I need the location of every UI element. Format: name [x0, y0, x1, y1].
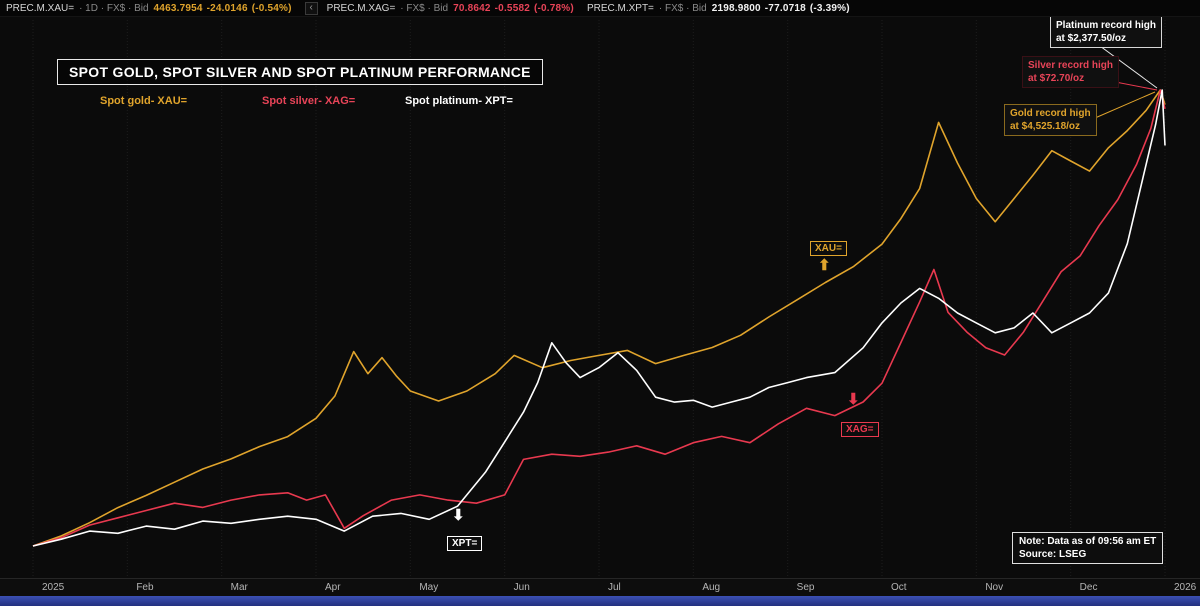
- x-axis-label: Dec: [1079, 582, 1098, 593]
- x-axis-label: May: [419, 582, 439, 593]
- timeline-scrollbar[interactable]: [0, 596, 1200, 606]
- x-axis-label: Nov: [985, 582, 1004, 593]
- series-line-xpt: [32, 89, 1166, 547]
- gold-record-line2: at $4,525.18/oz: [1010, 121, 1081, 132]
- quote-xpt[interactable]: PREC.M.XPT= · FX$ · Bid 2198.9800 -77.071…: [587, 3, 854, 14]
- xpt-series-tag: XPT=: [447, 536, 483, 551]
- xau-up-arrow-icon: ⬆: [818, 257, 831, 274]
- quote-xpt-instrument: PREC.M.XPT=: [586, 2, 654, 14]
- quote-xag-meta: · FX$ · Bid: [400, 2, 449, 14]
- quote-xag-pct: (-0.78%): [533, 2, 574, 14]
- quote-xau-change: -24.0146: [206, 2, 248, 14]
- x-axis-label: Oct: [891, 582, 907, 593]
- xag-series-tag: XAG=: [841, 422, 879, 437]
- legend-item-gold: Spot gold- XAU=: [100, 95, 188, 107]
- legend-item-platinum: Spot platinum- XPT=: [405, 95, 513, 107]
- x-axis-label: Sep: [796, 582, 815, 593]
- series-lines: [32, 89, 1166, 547]
- note-line1: Note: Data as of 09:56 am ET: [1019, 536, 1157, 547]
- x-axis-label: 2025: [42, 582, 65, 593]
- quote-xag-values: 70.8642 -0.5582 (-0.78%): [453, 3, 578, 14]
- x-axis-label: Jun: [513, 582, 530, 593]
- xau-series-tag: XAU=: [810, 241, 847, 256]
- x-axis-label: Feb: [136, 582, 154, 593]
- quote-xag-instrument: PREC.M.XAG=: [326, 2, 396, 14]
- x-axis-label: 2026: [1174, 582, 1197, 593]
- quote-xpt-meta: · FX$ · Bid: [658, 2, 707, 14]
- quote-xpt-values: 2198.9800 -77.0718 (-3.39%): [712, 3, 854, 14]
- quote-xpt-change: -77.0718: [764, 2, 806, 14]
- platinum-record-annotation: Platinum record high at $2,377.50/oz: [1050, 16, 1163, 48]
- quote-xau-pct: (-0.54%): [251, 2, 292, 14]
- x-axis-strip: [0, 578, 1200, 596]
- quote-xpt-price: 2198.9800: [711, 2, 761, 14]
- x-axis-label: Mar: [230, 582, 248, 593]
- gold-record-annotation: Gold record high at $4,525.18/oz: [1004, 104, 1097, 136]
- x-axis-label: Jul: [608, 582, 621, 593]
- note-line2: Source: LSEG: [1019, 549, 1087, 560]
- quote-xag-price: 70.8642: [453, 2, 491, 14]
- series-line-xag: [32, 89, 1166, 547]
- quote-xau[interactable]: PREC.M.XAU= · 1D · FX$ · Bid 4463.7954 -2…: [6, 3, 296, 14]
- legend-item-silver: Spot silver- XAG=: [262, 95, 356, 107]
- xpt-down-arrow-icon: ⬇: [452, 507, 465, 524]
- page-title: SPOT GOLD, SPOT SILVER AND SPOT PLATINUM…: [57, 59, 543, 85]
- x-axis-label: Aug: [702, 582, 721, 593]
- quote-toolbar: PREC.M.XAU= · 1D · FX$ · Bid 4463.7954 -2…: [0, 0, 1200, 17]
- silver-record-line2: at $72.70/oz: [1028, 73, 1085, 84]
- x-axis-label: Apr: [325, 582, 341, 593]
- quote-xag[interactable]: PREC.M.XAG= · FX$ · Bid 70.8642 -0.5582 (-…: [327, 3, 578, 14]
- quote-xau-meta: · 1D · FX$ · Bid: [79, 2, 149, 14]
- quote-xau-values: 4463.7954 -24.0146 (-0.54%): [154, 3, 296, 14]
- quote-xag-change: -0.5582: [494, 2, 530, 14]
- silver-record-annotation: Silver record high at $72.70/oz: [1022, 56, 1120, 88]
- collapse-chevron-icon[interactable]: ‹: [304, 1, 318, 15]
- silver-record-line1: Silver record high: [1028, 60, 1114, 71]
- platinum-record-line2: at $2,377.50/oz: [1056, 33, 1127, 44]
- quote-xau-instrument: PREC.M.XAU=: [6, 2, 75, 14]
- quote-xpt-pct: (-3.39%): [809, 2, 850, 14]
- gold-record-line1: Gold record high: [1010, 108, 1091, 119]
- gridlines: [32, 20, 1166, 578]
- platinum-record-line1: Platinum record high: [1056, 20, 1157, 31]
- note-box: Note: Data as of 09:56 am ET Source: LSE…: [1012, 532, 1164, 564]
- xag-down-arrow-icon: ⬇: [847, 391, 860, 408]
- quote-xau-price: 4463.7954: [153, 2, 203, 14]
- series-line-xau: [32, 89, 1166, 547]
